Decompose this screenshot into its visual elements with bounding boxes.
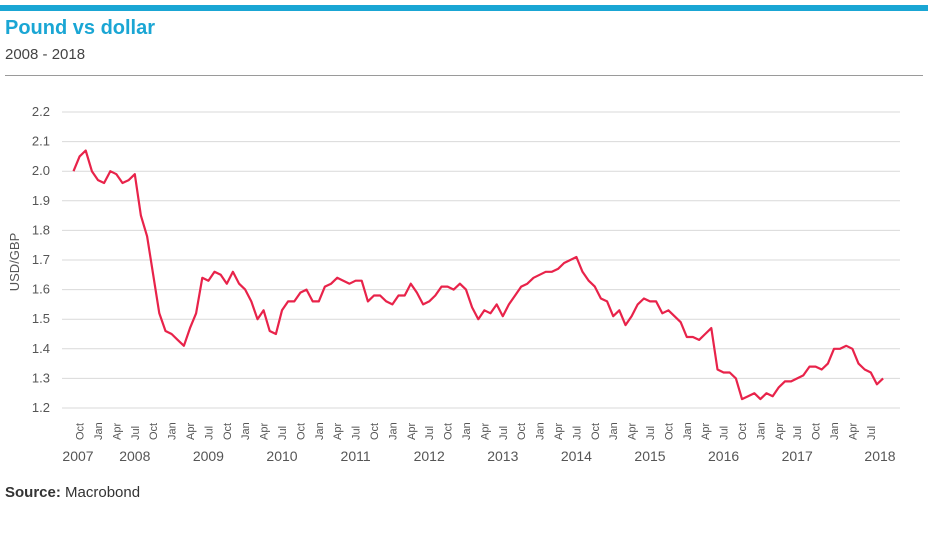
- x-axis-year-ticks: 2007 2008 2009 2010 2011 2012 2013 2014 2015 2016…: [62, 448, 895, 464]
- grid-lines: [62, 111, 900, 409]
- x-tick-month-label: Oct: [75, 423, 87, 440]
- x-tick-month-label: Oct: [295, 423, 307, 440]
- x-tick-year-label: 2017: [782, 448, 813, 464]
- x-tick-month-label: Oct: [516, 423, 528, 440]
- y-tick-label: 1.8: [32, 222, 50, 237]
- x-tick-month-label: Jan: [314, 422, 326, 440]
- x-tick-month-label: Apr: [627, 423, 639, 440]
- x-tick-month-label: Jan: [461, 422, 473, 440]
- x-tick-year-label: 2013: [487, 448, 518, 464]
- top-accent-bar: [0, 5, 928, 11]
- y-tick-label: 1.6: [32, 282, 50, 297]
- x-tick-month-label: Jan: [240, 422, 252, 440]
- x-tick-month-label: Jul: [277, 426, 289, 440]
- x-tick-month-label: Jan: [167, 422, 179, 440]
- chart-title: Pound vs dollar: [5, 17, 156, 39]
- x-tick-month-label: Apr: [479, 423, 491, 440]
- x-tick-year-label: 2018: [864, 448, 895, 464]
- x-tick-month-label: Jan: [535, 422, 547, 440]
- x-tick-month-label: Apr: [406, 423, 418, 440]
- source-value: Macrobond: [65, 484, 141, 501]
- y-tick-label: 2.1: [32, 134, 50, 149]
- source-note: Source: Macrobond: [5, 484, 140, 501]
- chart-subtitle: 2008 - 2018: [5, 46, 86, 63]
- x-tick-month-label: Jan: [387, 422, 399, 440]
- x-tick-month-label: Jul: [203, 426, 215, 440]
- x-tick-month-label: Apr: [774, 423, 786, 440]
- x-tick-month-label: Jul: [130, 426, 142, 440]
- x-tick-month-label: Apr: [111, 423, 123, 440]
- x-tick-month-label: Oct: [443, 423, 455, 440]
- series-line-usd-gbp: [72, 149, 884, 401]
- x-tick-month-label: Oct: [737, 423, 749, 440]
- y-tick-label: 1.4: [32, 341, 50, 356]
- x-tick-month-label: Jul: [866, 426, 878, 440]
- source-label: Source:: [5, 484, 61, 501]
- x-tick-month-label: Jan: [93, 422, 105, 440]
- x-tick-month-label: Oct: [222, 423, 234, 440]
- x-tick-month-label: Jul: [424, 426, 436, 440]
- x-tick-month-label: Jul: [498, 426, 510, 440]
- x-tick-year-label: 2007: [62, 448, 93, 464]
- y-tick-label: 2.0: [32, 163, 50, 178]
- x-tick-year-label: 2015: [634, 448, 665, 464]
- y-tick-label: 1.3: [32, 370, 50, 385]
- x-tick-month-label: Apr: [185, 423, 197, 440]
- x-tick-month-label: Oct: [148, 423, 160, 440]
- x-tick-month-label: Jan: [608, 422, 620, 440]
- y-tick-label: 2.2: [32, 104, 50, 119]
- x-tick-month-label: Oct: [663, 423, 675, 440]
- x-tick-month-label: Jul: [719, 426, 731, 440]
- y-axis-label: USD/GBP: [7, 233, 22, 292]
- y-tick-label: 1.2: [32, 400, 50, 415]
- x-tick-month-label: Jan: [755, 422, 767, 440]
- x-tick-month-label: Oct: [369, 423, 381, 440]
- x-tick-month-label: Apr: [700, 423, 712, 440]
- y-axis-ticks: 1.2 1.3 1.4 1.5 1.6 1.7 1.8 1.9 2.0 2.1 2.2: [32, 104, 50, 415]
- x-tick-month-label: Jul: [571, 426, 583, 440]
- x-tick-year-label: 2008: [119, 448, 150, 464]
- y-tick-label: 1.5: [32, 311, 50, 326]
- x-tick-year-label: 2014: [561, 448, 592, 464]
- x-tick-year-label: 2016: [708, 448, 739, 464]
- x-tick-month-label: Jul: [645, 426, 657, 440]
- x-tick-month-label: Jul: [351, 426, 363, 440]
- x-tick-month-label: Jan: [682, 422, 694, 440]
- x-tick-month-label: Oct: [811, 423, 823, 440]
- x-tick-month-label: Apr: [553, 423, 565, 440]
- x-tick-year-label: 2012: [414, 448, 445, 464]
- x-tick-month-label: Apr: [259, 423, 271, 440]
- y-tick-label: 1.7: [32, 252, 50, 267]
- x-axis-month-ticks: Oct Jan Apr Jul Oct Jan Apr Jul Oct Jan Apr Jul Oct J…: [75, 422, 878, 440]
- series-lines: [72, 149, 884, 401]
- y-tick-label: 1.9: [32, 193, 50, 208]
- x-tick-month-label: Apr: [847, 423, 859, 440]
- x-tick-year-label: 2010: [266, 448, 297, 464]
- x-tick-month-label: Oct: [590, 423, 602, 440]
- x-tick-year-label: 2011: [341, 448, 371, 464]
- x-tick-month-label: Jan: [829, 422, 841, 440]
- x-tick-month-label: Jul: [792, 426, 804, 440]
- x-tick-month-label: Apr: [332, 423, 344, 440]
- header-divider: [5, 75, 923, 76]
- x-tick-year-label: 2009: [193, 448, 224, 464]
